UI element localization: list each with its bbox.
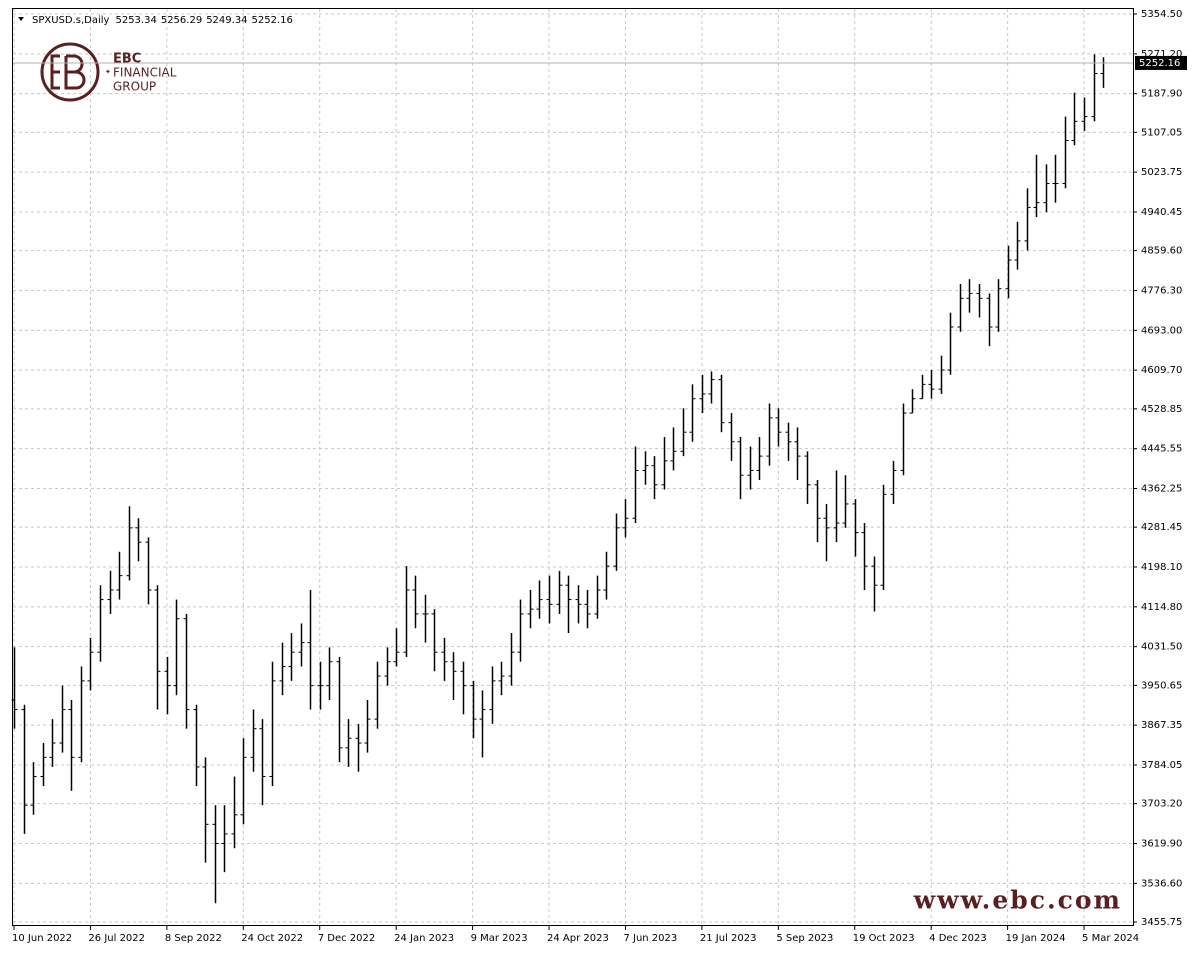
logo-line: GROUP xyxy=(113,80,156,94)
y-tick-label: 3455.75 xyxy=(1141,917,1182,928)
x-tick-label: 4 Dec 2023 xyxy=(929,933,987,944)
y-tick-label: 5354.50 xyxy=(1141,9,1182,20)
y-tick-label: 4609.70 xyxy=(1141,365,1182,376)
y-tick-label: 4198.10 xyxy=(1141,562,1182,573)
header: SPXUSD.s,Daily 5253.34 5256.29 5249.34 5252.… xyxy=(32,15,293,26)
menu-arrow xyxy=(18,17,24,21)
y-tick-label: 4528.85 xyxy=(1141,404,1182,415)
open-value: 5253.34 xyxy=(115,15,156,26)
logo-ring xyxy=(40,42,100,102)
close-value: 5252.16 xyxy=(252,15,293,26)
y-tick-label: 4445.55 xyxy=(1141,444,1182,455)
price-label-box xyxy=(1135,55,1187,70)
x-tick-label: 8 Sep 2022 xyxy=(165,933,222,944)
y-tick-label: 3703.20 xyxy=(1141,799,1182,810)
x-tick-label: 7 Dec 2022 xyxy=(318,933,376,944)
x-tick-label: 5 Mar 2024 xyxy=(1082,933,1139,944)
logo-star: ✦ xyxy=(105,68,111,76)
y-tick-label: 3536.60 xyxy=(1141,878,1182,889)
symbol: SPXUSD.s,Daily xyxy=(32,15,110,26)
x-tick-label: 5 Sep 2023 xyxy=(776,933,833,944)
y-tick-label: 3619.90 xyxy=(1141,839,1182,850)
x-tick-label: 19 Jan 2024 xyxy=(1006,933,1066,944)
watermark: www.ebc.com xyxy=(913,886,1122,915)
x-tick-label: 24 Apr 2023 xyxy=(547,933,609,944)
price-label: 5252.16 xyxy=(1139,58,1180,69)
x-tick-label: 24 Jan 2023 xyxy=(394,933,454,944)
x-tick-label: 21 Jul 2023 xyxy=(700,933,757,944)
low-value: 5249.34 xyxy=(206,15,247,26)
x-tick-label: 26 Jul 2022 xyxy=(88,933,145,944)
plot-frame xyxy=(12,8,1134,926)
y-tick-label: 4031.50 xyxy=(1141,642,1182,653)
y-tick-label: 4940.45 xyxy=(1141,207,1182,218)
logo-name: EBC xyxy=(113,52,141,67)
y-tick-label: 3867.35 xyxy=(1141,720,1182,731)
x-tick-label: 24 Oct 2022 xyxy=(241,933,303,944)
y-tick-label: 4362.25 xyxy=(1141,484,1182,495)
bars xyxy=(11,54,1107,904)
y-tick-label: 4693.00 xyxy=(1141,325,1182,336)
y-tick-label: 3950.65 xyxy=(1141,680,1182,691)
x-tick-label: 10 Jun 2022 xyxy=(12,933,72,944)
x-tick-label: 7 Jun 2023 xyxy=(623,933,677,944)
y-tick-label: 5023.75 xyxy=(1141,167,1182,178)
logo-mark xyxy=(50,54,86,90)
x-tick-label: 19 Oct 2023 xyxy=(853,933,915,944)
logo: ✦ EBC FINANCIAL GROUP xyxy=(40,42,177,102)
y-tick-label: 4859.60 xyxy=(1141,246,1182,257)
y-tick-label: 4114.80 xyxy=(1141,602,1182,613)
logo-line: FINANCIAL xyxy=(113,66,177,80)
high-value: 5256.29 xyxy=(161,15,202,26)
grid xyxy=(13,9,1133,925)
y-tick-label: 3784.05 xyxy=(1141,760,1182,771)
y-tick-label: 4776.30 xyxy=(1141,286,1182,297)
y-tick-label: 5271.20 xyxy=(1141,49,1182,60)
y-tick-label: 5187.90 xyxy=(1141,89,1182,100)
y-tick-label: 5107.05 xyxy=(1141,127,1182,138)
x-tick-label: 9 Mar 2023 xyxy=(471,933,528,944)
y-tick-label: 4281.45 xyxy=(1141,522,1182,533)
